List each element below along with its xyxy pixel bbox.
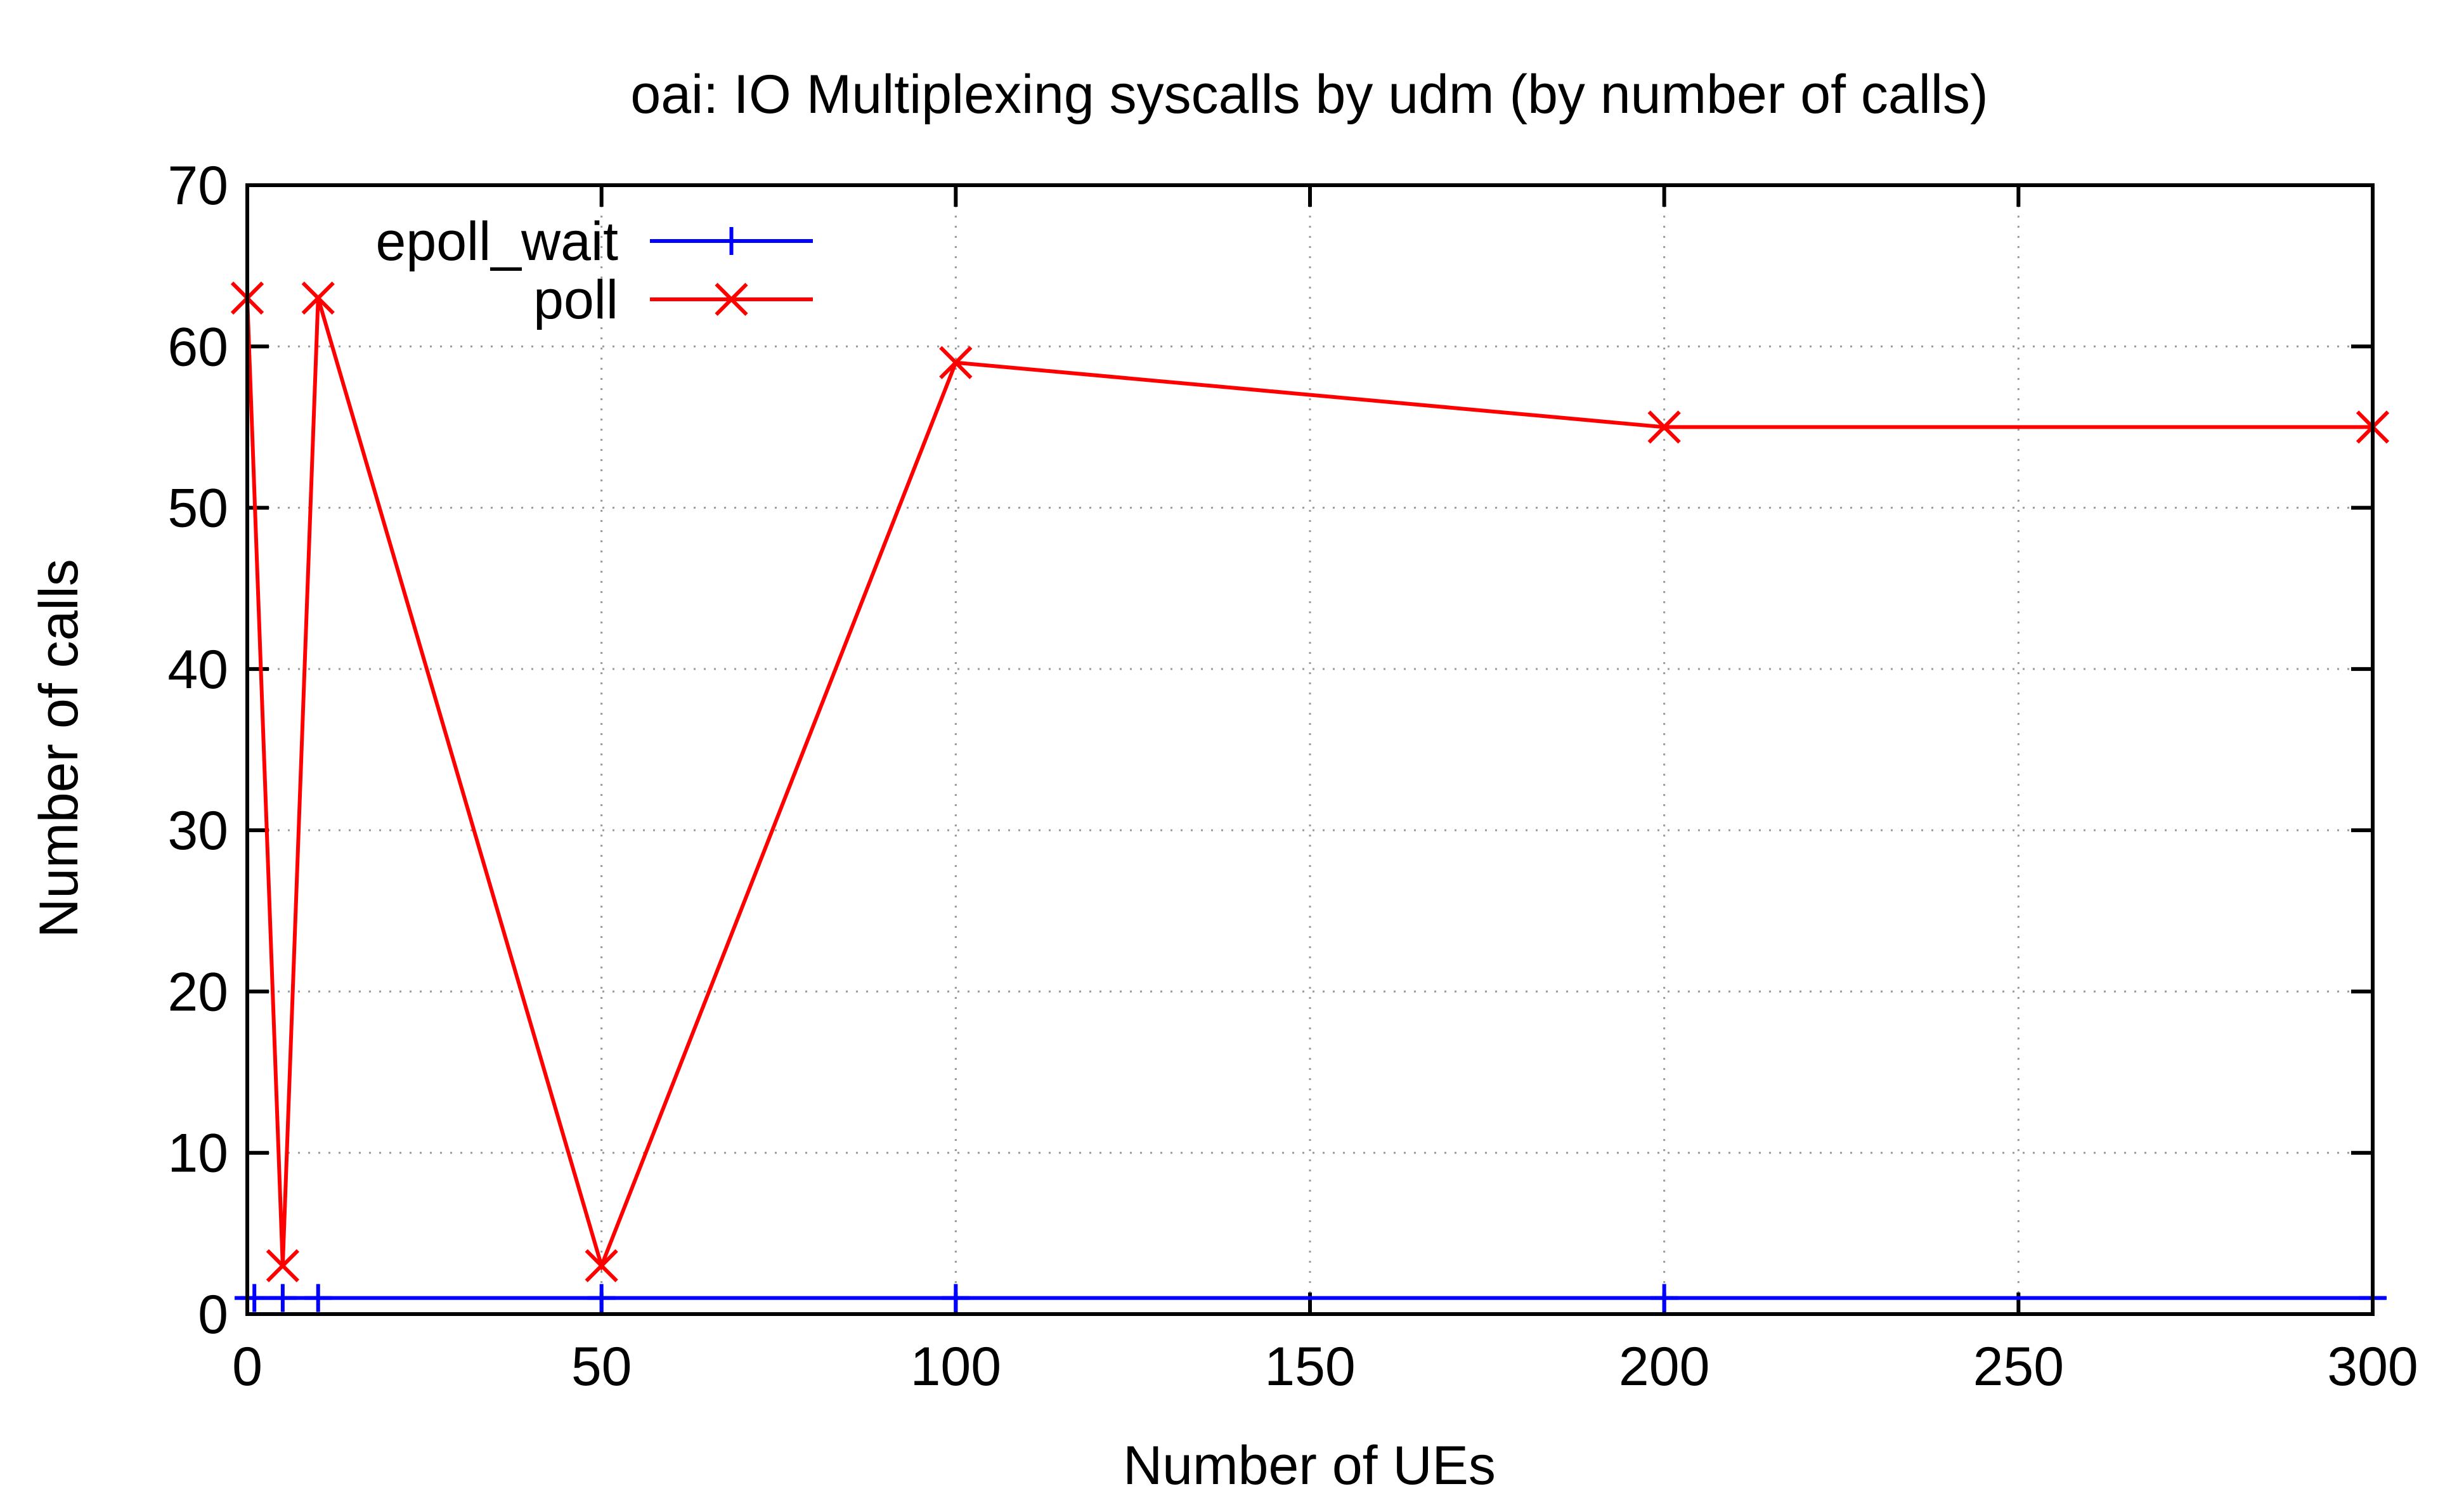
plus-marker — [942, 1284, 970, 1312]
marker-stroke — [301, 281, 335, 315]
x-tick-label: 0 — [232, 1336, 263, 1397]
plus-marker — [1650, 1284, 1678, 1312]
legend-label: epoll_wait — [376, 211, 619, 272]
y-axis-label: Number of calls — [29, 559, 89, 937]
legend-entry: poll — [533, 270, 813, 330]
plus-marker — [587, 1284, 616, 1312]
series-poll — [230, 281, 2390, 1282]
cross-marker — [301, 281, 335, 315]
y-tick-label: 20 — [167, 961, 228, 1022]
marker-stroke — [715, 282, 748, 316]
cross-marker — [1647, 410, 1681, 444]
cross-marker — [939, 346, 973, 379]
legend-label: poll — [533, 270, 618, 330]
y-tick-label: 60 — [167, 316, 228, 377]
x-tick-label: 100 — [911, 1336, 1002, 1397]
y-tick-label: 50 — [167, 478, 228, 539]
plus-marker — [268, 1284, 297, 1312]
x-tick-label: 50 — [571, 1336, 632, 1397]
marker-stroke — [585, 1249, 618, 1282]
series — [230, 281, 2390, 1312]
chart-title: oai: IO Multiplexing syscalls by udm (by… — [630, 64, 1988, 125]
legend-entry: epoll_wait — [376, 211, 813, 272]
plus-marker — [304, 1284, 332, 1312]
y-tick-label: 10 — [167, 1123, 228, 1184]
plus-marker — [240, 1284, 269, 1312]
plus-marker — [717, 227, 746, 255]
y-tick-label: 30 — [167, 800, 228, 861]
cross-marker — [585, 1249, 618, 1282]
marker-stroke — [939, 346, 973, 379]
x-tick-label: 150 — [1264, 1336, 1356, 1397]
y-tick-label: 40 — [167, 639, 228, 700]
marker-stroke — [266, 1249, 299, 1282]
y-tick-label: 70 — [167, 155, 228, 216]
ticks: 0 10 20 30 40 50 60 70 0 50 100 150 200 250 300 — [167, 155, 2418, 1397]
marker-stroke — [1647, 410, 1681, 444]
x-tick-label: 200 — [1619, 1336, 1710, 1397]
x-tick-label: 300 — [2327, 1336, 2418, 1397]
x-tick-label: 250 — [1973, 1336, 2065, 1397]
x-axis-label: Number of UEs — [1123, 1435, 1496, 1496]
cross-marker — [715, 282, 748, 316]
cross-marker — [266, 1249, 299, 1282]
plot-frame — [245, 183, 2375, 1316]
y-tick-label: 0 — [198, 1284, 228, 1345]
